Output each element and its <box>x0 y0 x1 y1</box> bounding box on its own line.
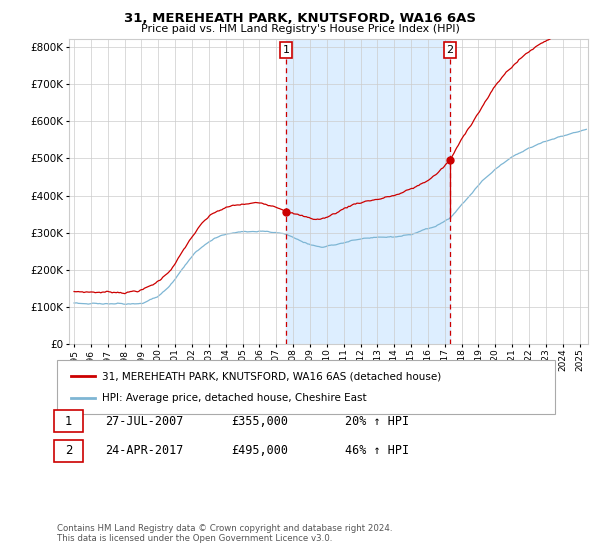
Text: 1: 1 <box>65 414 72 428</box>
Text: 46% ↑ HPI: 46% ↑ HPI <box>345 444 409 458</box>
Text: Price paid vs. HM Land Registry's House Price Index (HPI): Price paid vs. HM Land Registry's House … <box>140 24 460 34</box>
Text: 2: 2 <box>65 444 72 458</box>
Text: HPI: Average price, detached house, Cheshire East: HPI: Average price, detached house, Ches… <box>102 393 367 403</box>
Text: £495,000: £495,000 <box>231 444 288 458</box>
Text: 27-JUL-2007: 27-JUL-2007 <box>105 414 184 428</box>
Text: Contains HM Land Registry data © Crown copyright and database right 2024.: Contains HM Land Registry data © Crown c… <box>57 524 392 533</box>
Text: 31, MEREHEATH PARK, KNUTSFORD, WA16 6AS (detached house): 31, MEREHEATH PARK, KNUTSFORD, WA16 6AS … <box>102 371 441 381</box>
Text: This data is licensed under the Open Government Licence v3.0.: This data is licensed under the Open Gov… <box>57 534 332 543</box>
Text: 2: 2 <box>446 45 454 55</box>
Text: 20% ↑ HPI: 20% ↑ HPI <box>345 414 409 428</box>
Bar <box>286 39 450 344</box>
Text: 1: 1 <box>283 45 289 55</box>
Text: £355,000: £355,000 <box>231 414 288 428</box>
Text: 24-APR-2017: 24-APR-2017 <box>105 444 184 458</box>
Text: 31, MEREHEATH PARK, KNUTSFORD, WA16 6AS: 31, MEREHEATH PARK, KNUTSFORD, WA16 6AS <box>124 12 476 25</box>
